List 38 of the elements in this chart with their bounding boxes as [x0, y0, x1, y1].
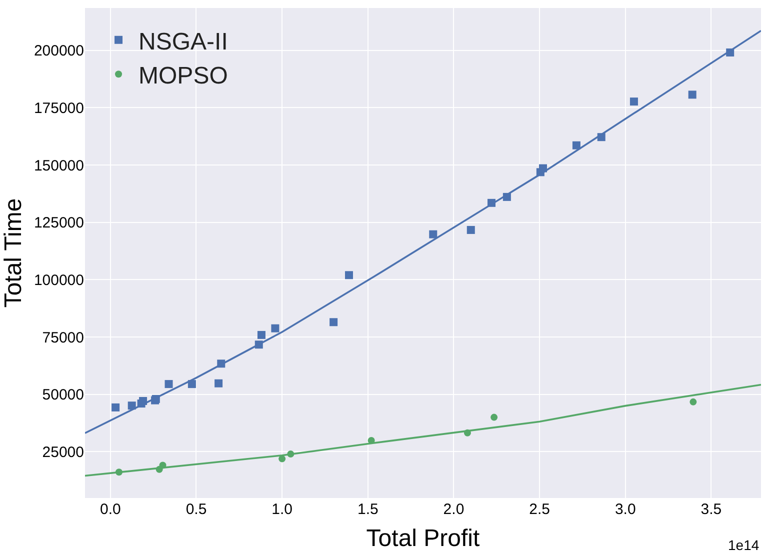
x-tick-label: 2.0 — [443, 501, 464, 518]
line-series — [85, 30, 761, 434]
x-tick-label: 1.5 — [357, 501, 378, 518]
y-tick-label: 200000 — [34, 42, 84, 60]
point — [429, 230, 438, 238]
point — [490, 414, 498, 421]
point — [466, 226, 475, 234]
point — [345, 271, 354, 280]
text: 1e14 — [728, 537, 760, 552]
x-tick-label: 3.0 — [614, 501, 636, 518]
point — [112, 403, 120, 412]
point — [278, 455, 286, 462]
y-tick-label: 75000 — [42, 329, 84, 346]
x-tick-label: 3.5 — [700, 501, 722, 518]
x-tick-label: 0.0 — [100, 501, 121, 518]
point — [690, 398, 697, 406]
point — [257, 330, 266, 339]
x-tick-label: 1.0 — [272, 501, 292, 518]
point — [630, 98, 638, 106]
y-tick-label: 25000 — [42, 444, 84, 461]
point — [572, 141, 580, 150]
y-tick-label: 125000 — [34, 214, 84, 232]
point — [330, 318, 338, 326]
y-tick-label: 100000 — [34, 272, 84, 289]
point — [214, 379, 223, 388]
x-tick-label: 2.5 — [529, 501, 550, 518]
legend-label: NSGA-II — [138, 28, 228, 56]
y-tick-label: 150000 — [34, 157, 84, 174]
legend-label: MOPSO — [138, 62, 228, 90]
y-tick-label: 50000 — [42, 386, 84, 404]
point — [271, 324, 280, 332]
line-series — [85, 384, 761, 477]
point — [688, 90, 696, 99]
x-tick-label: 0.5 — [186, 501, 207, 518]
y-axis-title: Total Time — [0, 198, 27, 308]
x-axis-title: Total Profit — [366, 525, 480, 552]
point — [164, 380, 173, 388]
y-tick-label: 175000 — [34, 100, 84, 117]
